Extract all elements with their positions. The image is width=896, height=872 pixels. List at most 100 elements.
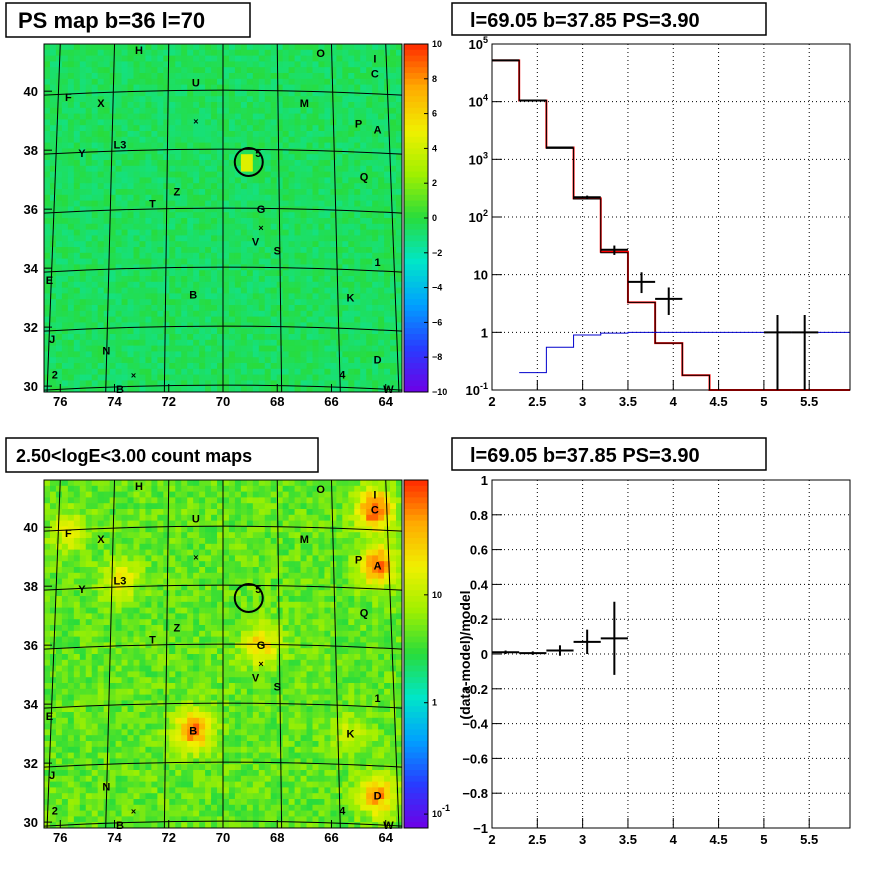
colorbar-tick-label: −6 — [432, 317, 442, 327]
count-map-title: 2.50<logE<3.00 count maps — [5, 437, 319, 473]
y-tick-label: 104 — [469, 93, 488, 110]
source-circle — [233, 582, 264, 613]
source-label: X — [97, 98, 105, 110]
x-tick-label: 5 — [760, 394, 767, 409]
colorbar-tick-label: 10 — [432, 590, 442, 600]
longitude-line — [105, 479, 116, 829]
y-tick-label: 36 — [24, 638, 38, 653]
source-label: G — [257, 640, 266, 652]
y-tick-label: 0.4 — [470, 577, 489, 592]
y-tick-label: 34 — [24, 261, 39, 276]
source-label: P — [355, 119, 362, 131]
y-tick-label: −0.2 — [462, 682, 488, 697]
coordinate-grid — [43, 479, 403, 829]
y-tick-label: 38 — [24, 143, 38, 158]
x-tick-label: 4 — [670, 394, 678, 409]
x-tick-label: 72 — [162, 830, 176, 845]
colorbar-tick-label: −2 — [432, 248, 442, 258]
y-tick-label: 0.6 — [470, 543, 488, 558]
colorbar-tick-label: 10 — [432, 39, 442, 49]
x-tick-label: 2 — [488, 832, 495, 847]
source-label: 5 — [255, 148, 261, 160]
source-label: N — [102, 782, 110, 794]
source-label: M — [300, 534, 309, 546]
y-tick-label: 102 — [469, 208, 488, 225]
source-label: G — [257, 204, 266, 216]
y-tick-label: −0.4 — [462, 717, 488, 732]
x-tick-label: 70 — [216, 394, 230, 409]
count-map-title-text: 2.50<logE<3.00 count maps — [16, 446, 252, 466]
y-tick-label: 38 — [24, 579, 38, 594]
source-label: Z — [174, 186, 181, 198]
source-label: K — [346, 293, 354, 305]
x-tick-label: 72 — [162, 394, 176, 409]
colorbar-tick-label: 10-1 — [432, 803, 450, 819]
source-label: Y — [78, 148, 86, 160]
source-label: 5 — [255, 584, 261, 596]
x-tick-label: 2.5 — [528, 832, 546, 847]
count-map-heatmap: 76 74 72 70 68 66 64 30 32 34 36 38 40 H O IC U F X M P A L3 Y 5… — [24, 479, 450, 845]
source-circle — [233, 146, 264, 177]
x-tick-label: 4.5 — [710, 394, 728, 409]
residual-title: l=69.05 b=37.85 PS=3.90 — [451, 437, 767, 471]
source-cross: × — [131, 806, 136, 816]
source-label: 1 — [375, 693, 381, 705]
source-label: F — [65, 92, 72, 104]
y-tick-label: 32 — [24, 320, 38, 335]
colorbar-frame — [403, 479, 429, 829]
source-label: J — [49, 770, 55, 782]
source-cross: × — [193, 117, 198, 127]
y-tick-label: 34 — [24, 697, 39, 712]
x-tick-label: 74 — [107, 394, 122, 409]
y-tick-label: 103 — [469, 150, 488, 167]
y-tick-label: 0 — [481, 647, 488, 662]
ps-map-title: PS map b=36 l=70 — [5, 2, 251, 38]
source-cross: × — [258, 659, 263, 669]
spectrum-title: l=69.05 b=37.85 PS=3.90 — [451, 2, 767, 36]
y-tick-label: 30 — [24, 379, 38, 394]
colorbar-tick-label: 0 — [432, 213, 437, 223]
source-label: I — [373, 490, 376, 502]
y-tick-label: 0.8 — [470, 508, 488, 523]
y-tick-label: 32 — [24, 756, 38, 771]
colorbar-tick-label: 4 — [432, 143, 437, 153]
x-tick-label: 76 — [53, 394, 67, 409]
source-label: T — [149, 198, 156, 210]
source-label: S — [274, 681, 281, 693]
source-label: S — [274, 245, 281, 257]
ps-map-title-text: PS map b=36 l=70 — [18, 8, 205, 33]
y-tick-label: 40 — [24, 520, 38, 535]
longitude-line — [385, 43, 400, 393]
x-tick-label: 5.5 — [800, 832, 818, 847]
source-label: B — [189, 290, 197, 302]
colorbar-tick-label: −10 — [432, 387, 447, 397]
longitude-line — [46, 479, 61, 829]
source-label: C — [371, 68, 379, 80]
source-label: B — [116, 820, 124, 832]
colorbar-tick-label: 1 — [432, 698, 437, 708]
source-label: Z — [174, 622, 181, 634]
source-label: J — [49, 334, 55, 346]
source-label: K — [346, 729, 354, 741]
source-label: L3 — [114, 139, 127, 151]
source-label: P — [355, 555, 362, 567]
y-tick-label: −0.8 — [462, 786, 488, 801]
source-label: O — [316, 484, 325, 496]
source-label: W — [383, 820, 394, 832]
x-tick-label: 74 — [107, 830, 122, 845]
longitude-line — [330, 479, 341, 829]
source-label: 1 — [375, 257, 381, 269]
residual-ylabel: (data-model)/model — [457, 590, 473, 719]
x-tick-label: 2.5 — [528, 394, 546, 409]
source-label: 2 — [52, 369, 58, 381]
plot-area — [492, 480, 850, 828]
source-label: M — [300, 98, 309, 110]
x-tick-label: 66 — [324, 394, 338, 409]
longitude-line — [330, 43, 341, 393]
y-tick-label: 30 — [24, 815, 38, 830]
source-label: W — [383, 384, 394, 396]
source-label: 2 — [52, 805, 58, 817]
source-label: U — [192, 513, 200, 525]
source-label: 4 — [339, 805, 346, 817]
